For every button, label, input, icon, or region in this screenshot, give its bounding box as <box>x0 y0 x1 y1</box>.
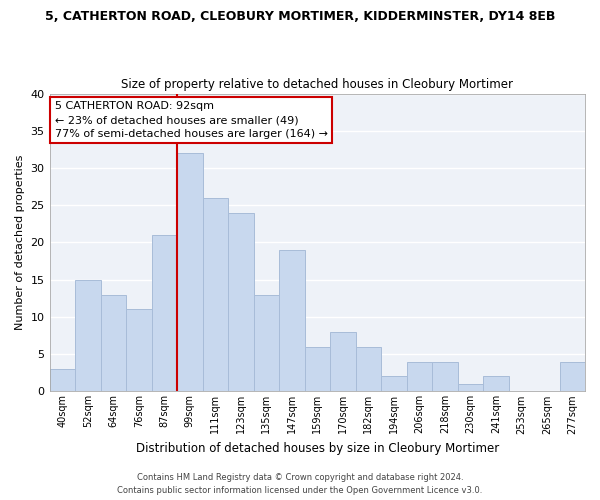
Bar <box>126 310 152 392</box>
Bar <box>407 362 432 392</box>
Bar <box>432 362 458 392</box>
Bar <box>483 376 509 392</box>
Bar <box>279 250 305 392</box>
Bar <box>177 153 203 392</box>
X-axis label: Distribution of detached houses by size in Cleobury Mortimer: Distribution of detached houses by size … <box>136 442 499 455</box>
Bar <box>330 332 356 392</box>
Bar <box>50 369 75 392</box>
Bar <box>381 376 407 392</box>
Bar <box>254 294 279 392</box>
Bar <box>356 346 381 392</box>
Text: 5, CATHERTON ROAD, CLEOBURY MORTIMER, KIDDERMINSTER, DY14 8EB: 5, CATHERTON ROAD, CLEOBURY MORTIMER, KI… <box>45 10 555 23</box>
Bar <box>458 384 483 392</box>
Text: 5 CATHERTON ROAD: 92sqm
← 23% of detached houses are smaller (49)
77% of semi-de: 5 CATHERTON ROAD: 92sqm ← 23% of detache… <box>55 101 328 139</box>
Y-axis label: Number of detached properties: Number of detached properties <box>15 155 25 330</box>
Bar <box>203 198 228 392</box>
Bar <box>101 294 126 392</box>
Bar <box>228 212 254 392</box>
Title: Size of property relative to detached houses in Cleobury Mortimer: Size of property relative to detached ho… <box>121 78 513 91</box>
Bar <box>75 280 101 392</box>
Bar <box>560 362 585 392</box>
Bar <box>305 346 330 392</box>
Text: Contains HM Land Registry data © Crown copyright and database right 2024.
Contai: Contains HM Land Registry data © Crown c… <box>118 474 482 495</box>
Bar <box>152 235 177 392</box>
